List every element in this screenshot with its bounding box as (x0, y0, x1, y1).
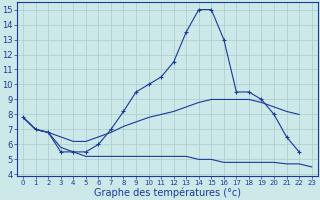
X-axis label: Graphe des températures (°c): Graphe des températures (°c) (94, 187, 241, 198)
